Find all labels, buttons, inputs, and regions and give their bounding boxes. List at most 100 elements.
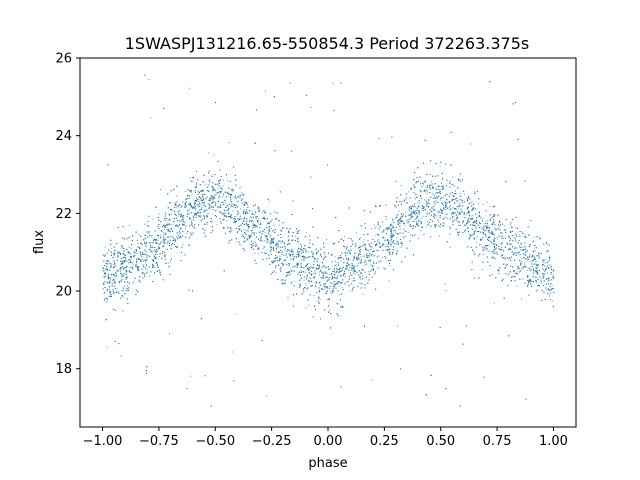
scatter-points — [102, 74, 555, 407]
data-point — [113, 280, 115, 282]
data-point — [243, 209, 245, 211]
data-point — [439, 165, 441, 167]
data-point — [524, 248, 526, 250]
data-point — [328, 299, 330, 300]
data-point — [389, 254, 391, 256]
data-point — [462, 231, 464, 233]
data-point — [531, 261, 533, 263]
data-point — [452, 176, 454, 178]
data-point — [318, 271, 320, 273]
data-point — [132, 263, 134, 265]
data-point — [205, 183, 207, 185]
data-point — [252, 224, 254, 226]
data-point — [377, 221, 379, 223]
data-point — [138, 257, 140, 259]
data-point — [406, 197, 408, 199]
data-point — [218, 188, 220, 190]
data-point — [546, 243, 548, 245]
data-point — [456, 201, 458, 203]
data-point — [155, 262, 157, 264]
data-point — [263, 240, 265, 242]
data-point — [142, 258, 144, 260]
data-point — [249, 238, 251, 240]
data-point — [323, 285, 325, 287]
data-point — [384, 228, 386, 230]
data-point — [276, 243, 277, 245]
data-point — [303, 258, 305, 260]
data-point — [266, 395, 268, 397]
data-point — [371, 264, 373, 266]
data-point — [252, 229, 253, 231]
data-point — [305, 232, 307, 234]
data-point — [294, 280, 296, 282]
data-point — [153, 249, 155, 251]
data-point — [542, 261, 544, 263]
data-point — [395, 231, 396, 233]
data-point — [144, 261, 146, 263]
data-point — [489, 250, 491, 252]
data-point — [274, 231, 276, 233]
data-point — [308, 262, 310, 264]
data-point — [335, 264, 337, 266]
data-point — [278, 219, 279, 221]
data-point — [462, 211, 464, 213]
data-point — [296, 251, 298, 253]
data-point — [482, 218, 484, 220]
data-point — [277, 242, 279, 244]
data-point — [330, 292, 332, 294]
data-point — [239, 187, 241, 189]
data-point — [335, 260, 336, 262]
data-point — [414, 198, 416, 200]
data-point — [547, 280, 549, 282]
data-point — [459, 204, 461, 206]
data-point — [507, 274, 509, 276]
data-point — [368, 245, 370, 247]
data-point — [520, 298, 522, 300]
data-point — [474, 191, 476, 193]
data-point — [375, 206, 377, 208]
data-point — [359, 270, 361, 272]
data-point — [167, 262, 169, 264]
data-point — [171, 209, 173, 211]
data-point — [503, 237, 504, 239]
data-point — [232, 206, 234, 207]
data-point — [362, 241, 364, 243]
data-point — [467, 200, 469, 202]
data-point — [300, 270, 302, 272]
data-point — [340, 275, 342, 277]
data-point — [504, 225, 506, 226]
data-point — [235, 313, 237, 315]
data-point — [378, 238, 380, 240]
data-point — [326, 239, 327, 241]
data-point — [243, 204, 245, 206]
data-point — [240, 208, 242, 210]
data-point — [229, 232, 231, 234]
data-point — [254, 214, 255, 216]
data-point — [389, 265, 391, 267]
data-point — [426, 225, 428, 227]
data-point — [392, 220, 393, 221]
data-point — [305, 272, 307, 274]
data-point — [122, 296, 124, 298]
data-point — [325, 254, 327, 256]
data-point — [329, 309, 331, 311]
data-point — [482, 249, 484, 251]
data-point — [463, 193, 465, 195]
data-point — [337, 276, 338, 278]
data-point — [148, 79, 150, 80]
data-point — [344, 275, 346, 277]
data-point — [120, 355, 122, 357]
data-point — [521, 246, 523, 248]
data-point — [521, 261, 523, 262]
data-point — [364, 239, 366, 241]
data-point — [383, 230, 385, 232]
data-point — [352, 265, 354, 267]
data-point — [548, 255, 550, 257]
data-point — [186, 206, 187, 207]
data-point — [208, 203, 210, 204]
data-point — [275, 251, 277, 253]
data-point — [137, 243, 139, 245]
data-point — [188, 244, 189, 246]
data-point — [469, 216, 471, 218]
